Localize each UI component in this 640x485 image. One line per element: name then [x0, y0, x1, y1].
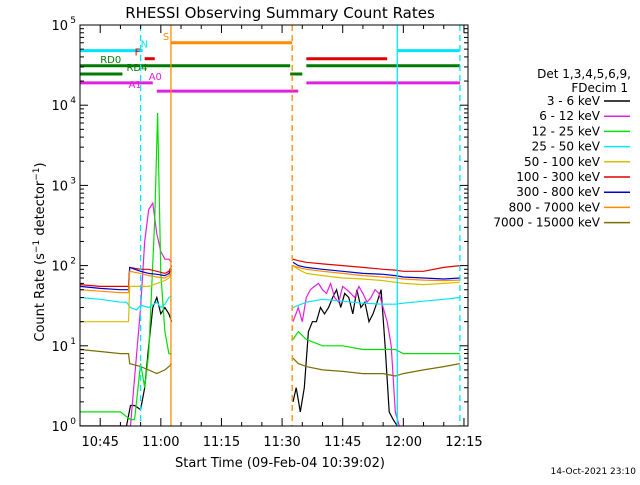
- y-axis-label-part: ): [33, 162, 48, 167]
- y-tick-exponent: 1: [70, 337, 76, 347]
- x-tick-label: 11:30: [263, 435, 300, 450]
- series-line-12-25-kev: [80, 112, 460, 421]
- legend-entry-label: 3 - 6 keV: [547, 94, 601, 108]
- legend-entry-label: 6 - 12 keV: [539, 109, 601, 123]
- flag-label-rd4: RD4: [126, 63, 147, 74]
- x-tick-label: 12:00: [385, 435, 422, 450]
- flag-label-rd0: RD0: [100, 55, 121, 66]
- footer-timestamp: 14-Oct-2021 23:10: [551, 467, 637, 477]
- series-line-800-7000-kev: [80, 265, 460, 294]
- y-tick-label: 10: [51, 260, 68, 275]
- legend-entry-label: 25 - 50 keV: [532, 140, 601, 154]
- y-tick-label: 10: [51, 340, 68, 355]
- x-tick-label: 12:15: [445, 435, 482, 450]
- y-axis-label-part: −1: [32, 167, 42, 180]
- legend-entry-label: 800 - 7000 keV: [509, 200, 601, 214]
- y-tick-label: 10: [51, 99, 68, 114]
- y-axis-label-part: Count Rate (s: [33, 253, 48, 342]
- flag-label-a1: A1: [129, 80, 142, 91]
- legend-entry-label: 7000 - 15000 keV: [493, 216, 600, 230]
- y-tick-exponent: 0: [70, 417, 76, 427]
- x-tick-label: 11:15: [203, 435, 240, 450]
- y-tick-label: 10: [51, 420, 68, 435]
- flag-label-s: S: [163, 32, 169, 43]
- y-tick-exponent: 2: [70, 257, 76, 267]
- y-axis-label: Count Rate (s−1 detector−1): [32, 162, 48, 341]
- flag-label-n: N: [141, 40, 148, 51]
- series-line-6-12-kev: [80, 201, 400, 426]
- legend-entry-label: 300 - 800 keV: [516, 185, 600, 199]
- legend-entry-label: 50 - 100 keV: [524, 155, 601, 169]
- x-tick-label: 10:45: [81, 435, 118, 450]
- legend-entry-label: 12 - 25 keV: [532, 124, 601, 138]
- chart-title: RHESSI Observing Summary Count Rates: [125, 4, 435, 22]
- y-tick-exponent: 4: [70, 96, 76, 106]
- flag-label-a0: A0: [149, 72, 162, 83]
- y-axis-label-part: detector: [33, 180, 48, 240]
- legend-header-line-1: Det 1,3,4,5,6,9,: [537, 67, 631, 81]
- x-axis-label: Start Time (09-Feb-04 10:39:02): [175, 456, 385, 471]
- y-tick-exponent: 3: [70, 176, 76, 186]
- y-tick-label: 10: [51, 179, 68, 194]
- plot-frame: [79, 24, 469, 427]
- flag-label-f: F: [135, 48, 141, 59]
- y-axis-label-part: −1: [32, 240, 42, 253]
- series-line-300-800-kev: [80, 261, 460, 291]
- y-tick-label: 10: [51, 19, 68, 34]
- y-tick-exponent: 5: [70, 16, 76, 26]
- x-tick-label: 11:00: [142, 435, 179, 450]
- x-tick-label: 11:45: [324, 435, 361, 450]
- legend-header-line-2: FDecim 1: [571, 81, 628, 95]
- legend-entry-label: 100 - 300 keV: [516, 170, 600, 184]
